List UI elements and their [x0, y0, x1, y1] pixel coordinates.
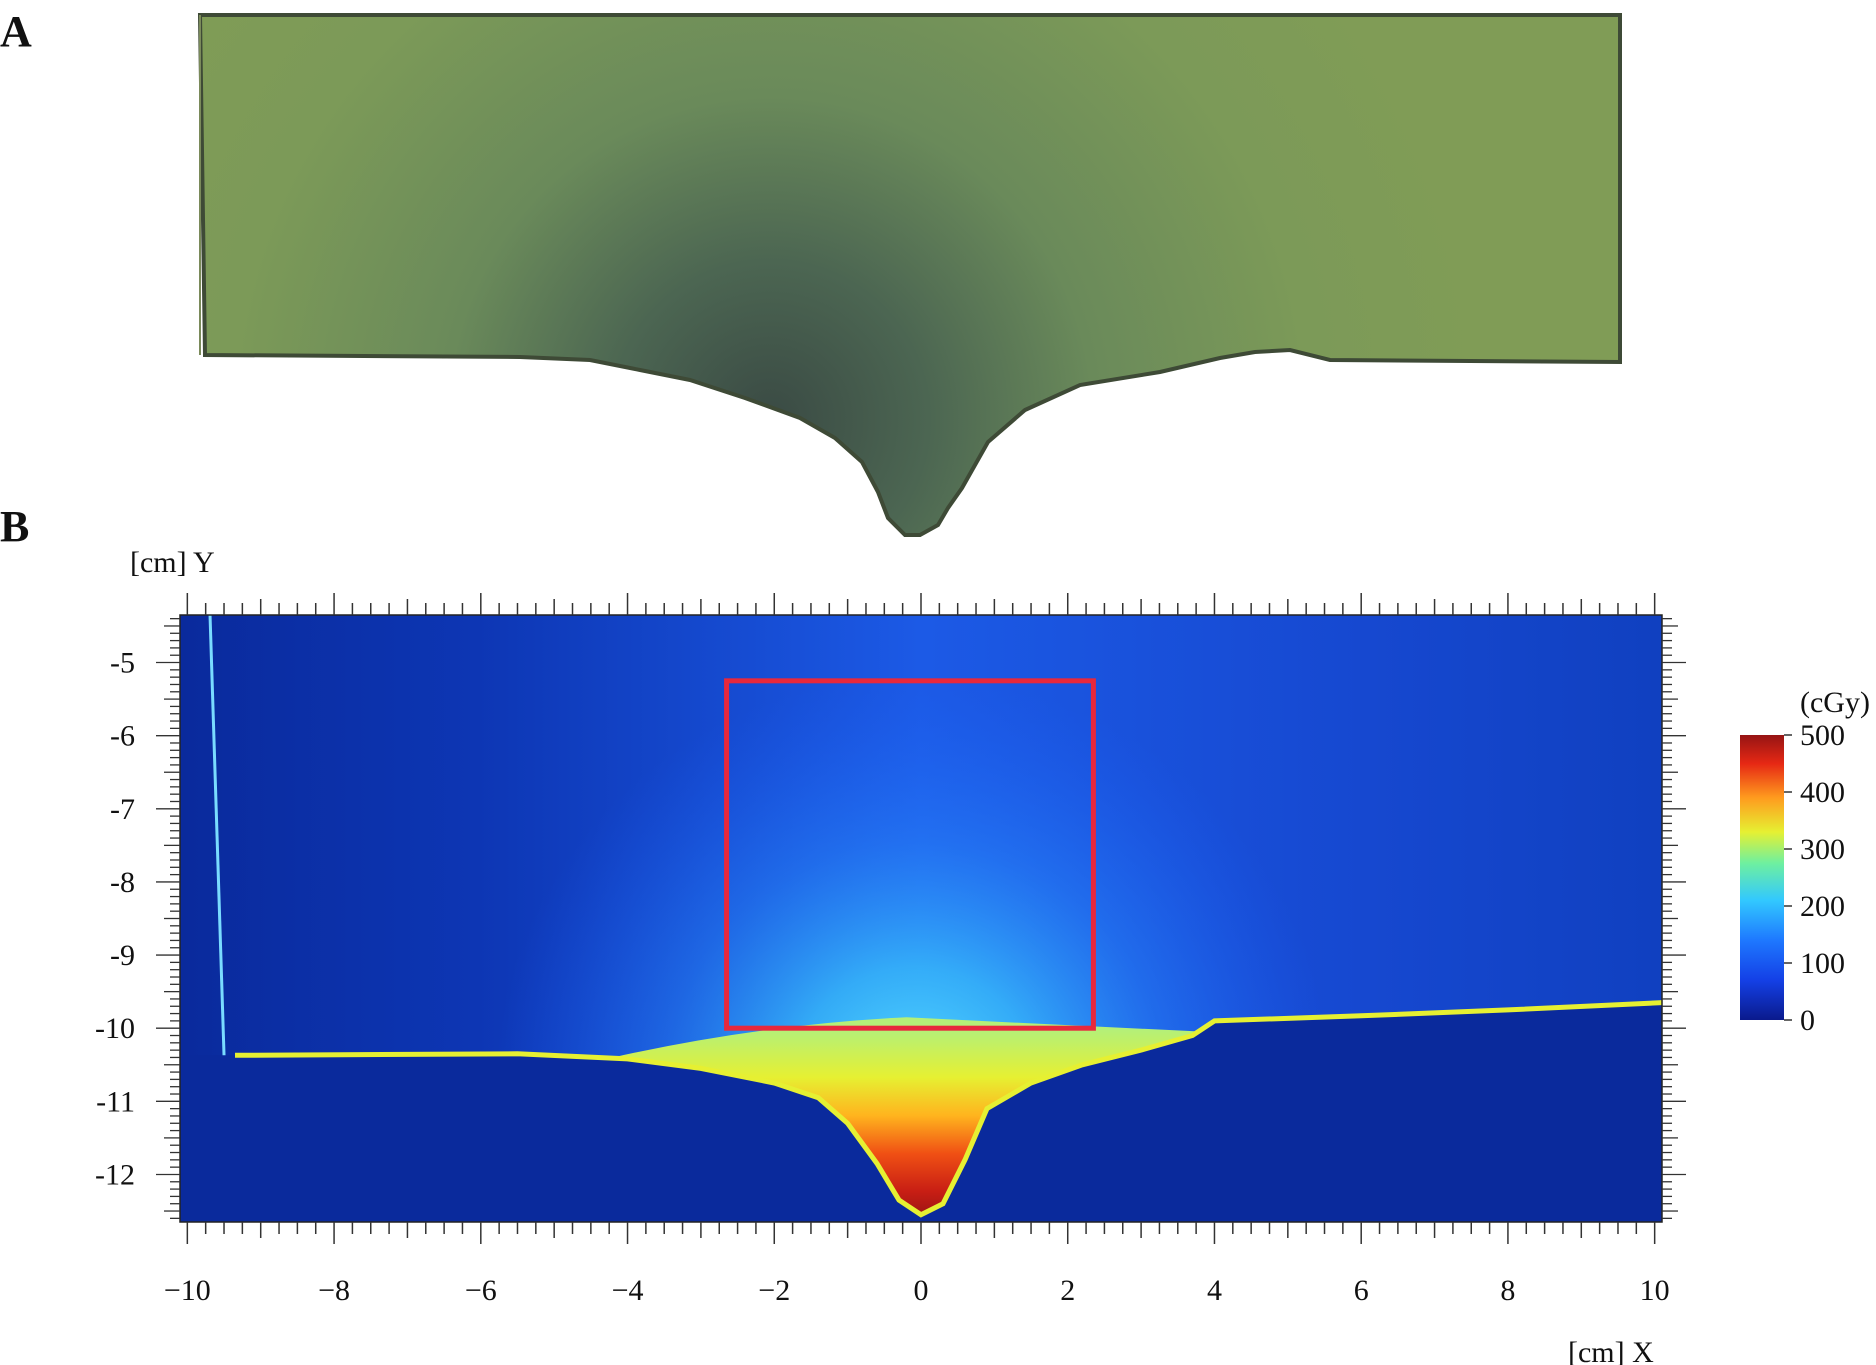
x-tick-label: −8: [318, 1274, 350, 1307]
y-axis-label: [cm] Y: [130, 546, 215, 579]
x-tick-label: 4: [1207, 1274, 1222, 1307]
colorbar: (cGy) 500 400 300 200 100 0: [1740, 686, 1870, 1037]
y-tick-label: -5: [110, 647, 135, 680]
roi-box: [724, 678, 1096, 1031]
colorbar-tick-label: 0: [1800, 1004, 1815, 1037]
colorbar-title: (cGy): [1800, 686, 1870, 719]
x-tick-label: 10: [1640, 1274, 1670, 1307]
y-tick-label: -11: [96, 1085, 135, 1118]
y-tick-label: -9: [110, 939, 135, 972]
x-tick-label: −4: [612, 1274, 644, 1307]
x-tick-label: 0: [914, 1274, 929, 1307]
surface-dose-line: [234, 1000, 1662, 1218]
x-tick-label: 2: [1060, 1274, 1075, 1307]
y-tick-label: -8: [110, 866, 135, 899]
colorbar-tick-label: 400: [1800, 776, 1845, 809]
y-tick-label: -6: [110, 720, 135, 753]
film-shape: [197, 13, 1622, 537]
colorbar-tick-label: 200: [1800, 890, 1845, 923]
x-axis-label: [cm] X: [1568, 1336, 1654, 1365]
y-axis: -5 -6 -7 -8 -9 -10 -11 -12: [95, 618, 1686, 1219]
high-dose-region: [612, 1017, 1208, 1215]
y-tick-label: -10: [95, 1012, 135, 1045]
x-tick-label: −6: [465, 1274, 497, 1307]
colorbar-tick-label: 300: [1800, 833, 1845, 866]
panel-label-b: B: [0, 502, 30, 551]
panel-label-a: A: [0, 7, 32, 56]
colorbar-tick-label: 100: [1800, 947, 1845, 980]
y-tick-label: -12: [95, 1158, 135, 1191]
x-tick-label: −10: [164, 1274, 211, 1307]
x-axis: −10 −8 −6 −4 −2 0 2 4 6 8 10: [164, 593, 1670, 1307]
colorbar-tick-label: 500: [1800, 719, 1845, 752]
x-tick-label: 8: [1500, 1274, 1515, 1307]
film-edge-line: [208, 615, 226, 1056]
colorbar-ticks: 500 400 300 200 100 0: [1784, 719, 1845, 1037]
y-tick-label: -7: [110, 793, 135, 826]
colorbar-gradient: [1740, 735, 1784, 1020]
x-tick-label: 6: [1354, 1274, 1369, 1307]
x-tick-label: −2: [758, 1274, 790, 1307]
plot-area: [180, 615, 1662, 1222]
